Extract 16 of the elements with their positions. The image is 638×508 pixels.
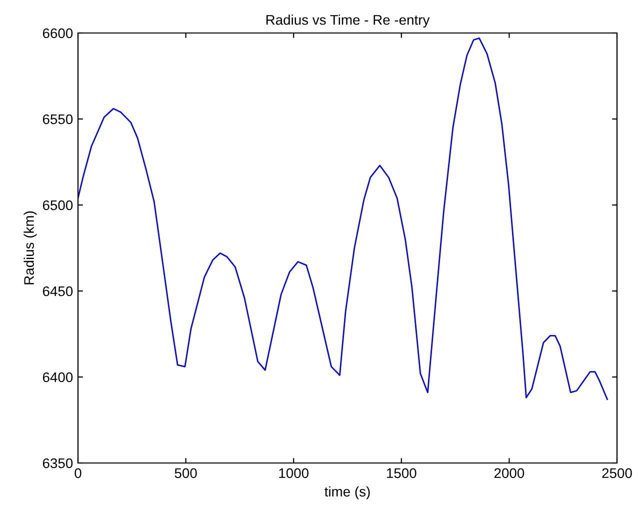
y-tick-label: 6550 [42,114,73,124]
y-tick-label: 6450 [42,286,73,296]
x-tick-label: 1500 [387,468,416,478]
line-series [78,37,608,400]
x-tick-label: 2000 [494,468,524,478]
x-tick-label: 2500 [602,468,632,478]
y-tick-label: 6600 [42,28,73,38]
x-axis-title: time (s) [324,486,370,500]
chart-title: Radius vs Time - Re -entry [266,14,430,28]
y-tick-label: 6400 [42,372,73,382]
y-tick-label: 6500 [42,200,73,210]
x-tick-label: 500 [174,468,197,478]
x-tick-label: 0 [74,468,82,478]
y-axis-title: Radius (km) [24,211,37,284]
x-tick-label: 1000 [279,468,309,478]
y-tick-label: 6350 [42,458,73,468]
